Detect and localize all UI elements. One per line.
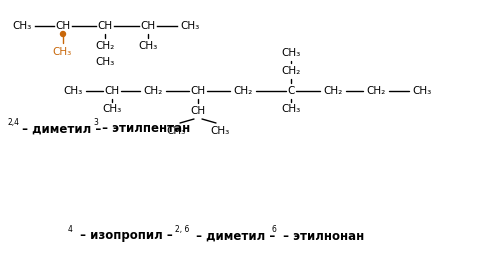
Text: – изопропил –: – изопропил – bbox=[76, 230, 177, 243]
Text: 4: 4 bbox=[68, 225, 73, 234]
Text: CH: CH bbox=[104, 86, 120, 96]
Text: CH₂: CH₂ bbox=[366, 86, 386, 96]
Text: 2,4: 2,4 bbox=[8, 118, 20, 127]
Text: CH₃: CH₃ bbox=[138, 41, 158, 51]
Text: CH₃: CH₃ bbox=[282, 104, 300, 114]
Text: CH₂: CH₂ bbox=[96, 41, 114, 51]
Text: – этилнонан: – этилнонан bbox=[279, 230, 364, 243]
Text: CH₃: CH₃ bbox=[210, 126, 230, 136]
Text: CH₂: CH₂ bbox=[144, 86, 163, 96]
Text: CH₃: CH₃ bbox=[52, 47, 72, 57]
Text: – диметил –: – диметил – bbox=[192, 230, 280, 243]
Text: 3: 3 bbox=[93, 118, 98, 127]
Text: CH₃: CH₃ bbox=[166, 126, 186, 136]
Text: CH: CH bbox=[190, 106, 206, 116]
Text: CH₂: CH₂ bbox=[234, 86, 252, 96]
Circle shape bbox=[60, 31, 66, 37]
Text: CH: CH bbox=[140, 21, 156, 31]
Text: CH₃: CH₃ bbox=[412, 86, 432, 96]
Text: CH₃: CH₃ bbox=[102, 104, 122, 114]
Text: C: C bbox=[288, 86, 294, 96]
Text: 6: 6 bbox=[272, 225, 277, 234]
Text: CH: CH bbox=[98, 21, 112, 31]
Text: CH₃: CH₃ bbox=[12, 21, 32, 31]
Text: CH₂: CH₂ bbox=[282, 66, 300, 76]
Text: CH: CH bbox=[56, 21, 70, 31]
Text: CH₂: CH₂ bbox=[324, 86, 342, 96]
Text: – диметил –: – диметил – bbox=[18, 122, 106, 135]
Text: 2, 6: 2, 6 bbox=[175, 225, 190, 234]
Text: – этилпентан: – этилпентан bbox=[98, 122, 190, 135]
Text: CH₃: CH₃ bbox=[96, 57, 114, 67]
Text: CH₃: CH₃ bbox=[180, 21, 200, 31]
Text: CH₃: CH₃ bbox=[64, 86, 82, 96]
Text: CH₃: CH₃ bbox=[282, 48, 300, 58]
Text: CH: CH bbox=[190, 86, 206, 96]
